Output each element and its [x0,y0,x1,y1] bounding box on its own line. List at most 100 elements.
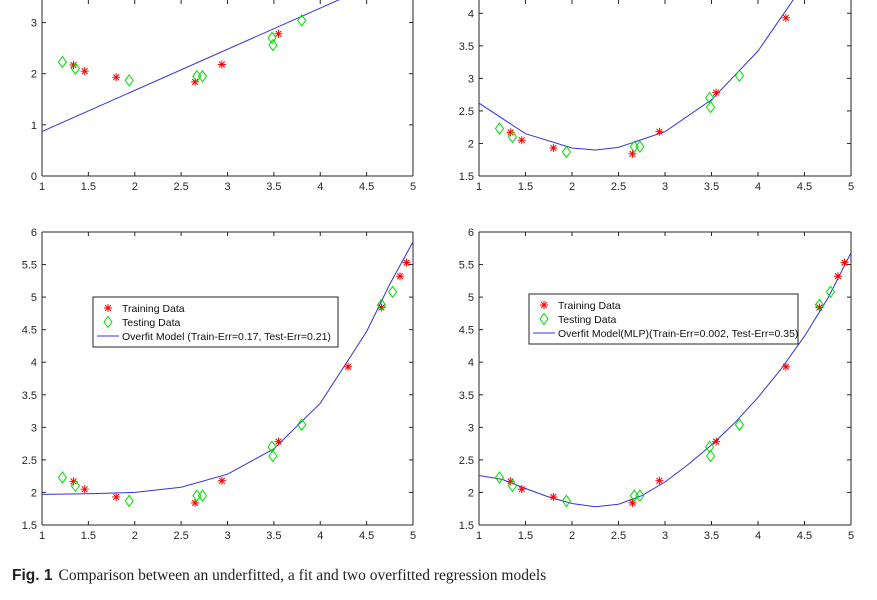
x-tick-label: 5 [848,530,854,542]
x-tick-label: 1 [39,530,45,542]
y-tick-label: 5 [468,292,474,304]
training-data-point [549,493,558,502]
y-tick-label: 2.5 [459,455,474,467]
training-data-point [402,258,411,267]
star-stroke [550,493,557,501]
star-stroke [396,273,404,280]
y-tick-label: 1.5 [459,171,474,183]
training-data-point [781,362,790,371]
x-tick-label: 4 [317,181,323,193]
training-data-point [655,127,664,136]
x-tick-label: 4.5 [797,181,812,193]
y-tick-label: 2 [468,138,474,150]
model-curve [479,0,794,151]
testing-data-point [635,489,645,503]
star-stroke [518,136,526,144]
x-tick-label: 2.5 [173,181,188,193]
training-data-point [80,67,89,76]
star-stroke [712,89,720,96]
testing-data-point [57,55,68,69]
star-stroke [518,485,526,493]
x-tick-label: 2 [132,530,138,542]
y-tick-label: 2.5 [22,455,37,467]
y-tick-label: 4 [31,357,37,369]
model-curve [479,252,851,508]
y-tick-label: 4.5 [22,325,37,337]
star-stroke [656,477,663,484]
testing-data-point [635,140,645,154]
y-tick-label: 3 [31,422,37,434]
star-stroke [191,78,199,86]
star-stroke [218,477,226,484]
testing-data-point [197,69,208,83]
y-tick-label: 2.5 [459,106,474,118]
y-tick-label: 6 [31,227,37,239]
training-data-point [112,73,121,82]
y-tick-label: 5.5 [459,260,474,272]
training-data-point [274,437,283,446]
legend-entry-label: Overfit Model(MLP)(Train-Err=0.002, Test… [558,328,798,340]
testing-data-point [561,145,572,159]
x-tick-label: 4 [317,530,323,542]
training-data-point [655,476,664,485]
training-data-point [217,476,226,485]
x-tick-label: 1 [476,181,482,193]
x-tick-label: 5 [410,530,416,542]
y-tick-label: 3 [468,422,474,434]
star-stroke [275,438,282,445]
training-data-point [833,272,842,281]
figure-caption-text: Comparison between an underfitted, a fit… [58,567,547,584]
x-tick-label: 1.5 [81,530,96,542]
testing-data-point [297,418,307,432]
testing-data-point [507,130,518,144]
testing-data-point [197,489,208,503]
star-stroke [378,304,385,311]
star-stroke [782,14,790,22]
y-tick-label: 5 [31,292,37,304]
x-tick-label: 3 [662,530,668,542]
x-tick-label: 2 [569,530,575,542]
testing-data-point [192,489,202,503]
chart-panel-bottom-left: 1 1.5 2 2.5 3 3.5 4 4.5 51.522.533.544.555.56Tra… [22,227,416,542]
training-data-point [781,13,790,22]
testing-data-point [124,74,134,87]
star-stroke [816,304,823,311]
testing-data-point [387,285,398,299]
x-tick-label: 4.5 [359,181,374,193]
y-tick-label: 6 [468,227,474,239]
x-tick-label: 3.5 [704,181,719,193]
y-tick-label: 2 [468,487,474,499]
training-data-point [112,493,121,502]
figure-caption: Fig. 1 Comparison between an underfitted,… [12,567,546,585]
training-data-point [80,485,89,494]
testing-data-point [267,31,277,45]
y-tick-label: 3.5 [459,41,474,53]
testing-data-point [268,38,278,52]
testing-data-point [705,91,715,105]
x-tick-label: 1 [39,181,45,193]
training-data-point [517,485,526,494]
testing-data-point [561,494,572,508]
y-tick-label: 4 [468,8,474,20]
training-data-point [517,136,526,145]
x-tick-label: 3 [662,181,668,193]
training-data-point [396,272,405,281]
testing-data-point [70,479,81,493]
plot-area [42,241,413,508]
star-stroke [550,144,557,152]
y-tick-label: 1.5 [22,520,37,532]
legend-testing-marker [539,312,549,326]
legend-testing-marker [103,315,113,329]
testing-data-point [268,449,278,463]
legend-entry-label: Testing Data [558,314,617,326]
training-data-point [840,258,849,267]
chart-legend: Training Data Testing Data Overfit Model (… [92,296,339,348]
star-stroke [782,363,790,371]
y-tick-label: 4.5 [459,325,474,337]
x-tick-label: 3.5 [266,530,281,542]
model-curve [42,241,413,495]
y-tick-label: 2 [31,487,37,499]
y-tick-label: 3.5 [459,390,474,402]
y-tick-label: 3 [31,18,37,30]
testing-data-point [297,14,307,27]
